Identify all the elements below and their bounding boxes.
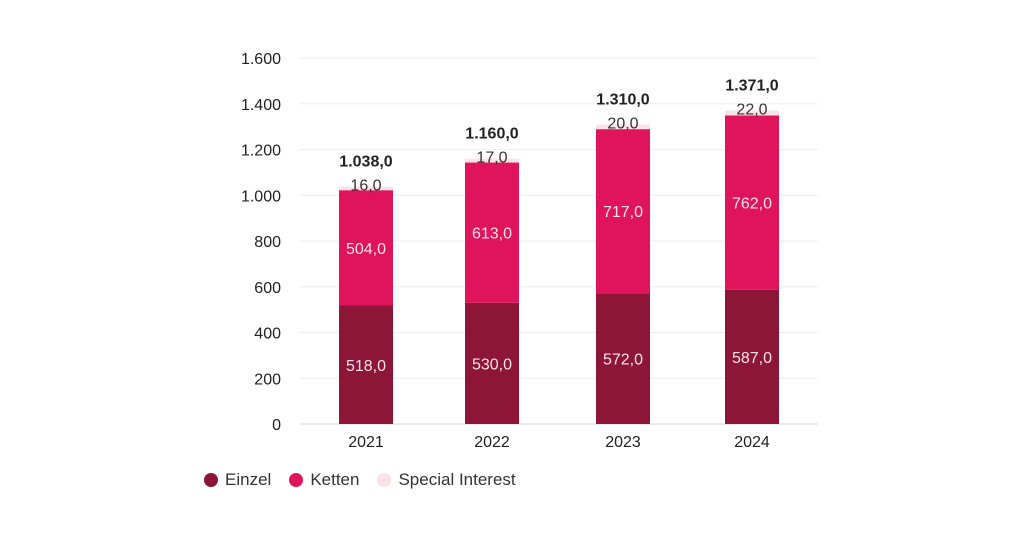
total-label: 1.038,0	[339, 154, 392, 171]
bar-ketten-2021	[339, 190, 393, 306]
y-tick-label: 800	[254, 234, 281, 251]
value-label: 17,0	[476, 150, 507, 167]
y-tick-label: 1.000	[241, 188, 281, 205]
value-label: 504,0	[346, 241, 386, 258]
bar-special-interest-2024	[725, 110, 779, 116]
total-label: 1.310,0	[596, 91, 649, 108]
value-label: 717,0	[603, 204, 643, 221]
bar-ketten-2022	[465, 162, 519, 303]
y-tick-label: 1.200	[241, 143, 281, 160]
legend-label-special-interest: Special Interest	[398, 470, 516, 489]
y-tick-label: 0	[272, 417, 281, 434]
value-label: 530,0	[472, 356, 512, 373]
value-label: 762,0	[732, 196, 772, 213]
x-tick-label: 2023	[605, 434, 641, 451]
legend-label-ketten: Ketten	[310, 470, 360, 489]
x-tick-label: 2022	[474, 434, 510, 451]
x-tick-label: 2024	[734, 434, 770, 451]
bar-special-interest-2021	[339, 186, 393, 191]
value-label: 22,0	[736, 101, 767, 118]
value-label: 572,0	[603, 352, 643, 369]
bar-special-interest-2022	[465, 158, 519, 163]
bar-einzel-2024	[725, 289, 779, 424]
legend-swatch-ketten	[289, 473, 304, 487]
legend-item-ketten: Ketten	[289, 470, 359, 490]
legend-swatch-einzel	[204, 473, 218, 487]
chart-legend: Einzel Ketten Special Interest	[204, 470, 534, 490]
value-label: 613,0	[472, 226, 512, 243]
total-label: 1.160,0	[465, 126, 518, 143]
y-tick-label: 1.400	[241, 97, 281, 114]
y-tick-label: 600	[254, 280, 281, 297]
bar-ketten-2024	[725, 115, 779, 290]
value-label: 20,0	[607, 116, 638, 133]
value-label: 16,0	[350, 178, 381, 195]
legend-item-einzel: Einzel	[204, 470, 271, 490]
value-label: 518,0	[346, 358, 386, 375]
bar-special-interest-2023	[596, 124, 650, 130]
y-tick-label: 200	[254, 371, 281, 388]
bar-einzel-2023	[596, 293, 650, 424]
legend-swatch-special-interest	[377, 473, 392, 487]
x-tick-label: 2021	[348, 434, 384, 451]
y-tick-label: 400	[254, 326, 281, 343]
total-label: 1.371,0	[725, 77, 778, 94]
y-tick-label: 1.600	[241, 51, 281, 68]
value-label: 587,0	[732, 350, 772, 367]
bar-ketten-2023	[596, 129, 650, 294]
legend-label-einzel: Einzel	[225, 470, 272, 489]
bar-einzel-2021	[339, 305, 393, 424]
bar-einzel-2022	[465, 302, 519, 424]
legend-item-special-interest: Special Interest	[377, 470, 516, 490]
